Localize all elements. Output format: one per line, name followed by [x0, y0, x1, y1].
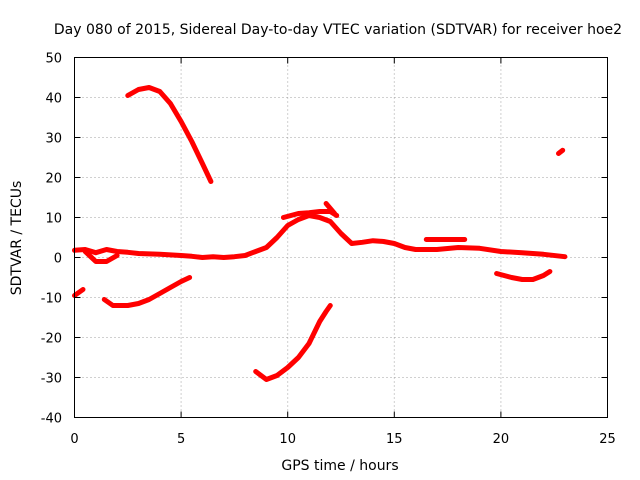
- chart-title: Day 080 of 2015, Sidereal Day-to-day VTE…: [54, 22, 622, 38]
- series-main-band: [72, 213, 568, 260]
- y-tick-label: 10: [45, 212, 62, 227]
- y-tick-label: -30: [41, 372, 62, 387]
- data-series: [72, 85, 568, 382]
- grid: [74, 57, 608, 418]
- x-tick-label: 20: [493, 432, 510, 447]
- x-tick-label: 0: [70, 432, 78, 447]
- y-tick-label: -10: [41, 292, 62, 307]
- y-tick-label: 0: [54, 252, 62, 267]
- series-low-start: [72, 287, 86, 298]
- y-tick-label: 30: [45, 132, 62, 147]
- y-tick-label: -40: [41, 412, 62, 427]
- y-tick-label: 40: [45, 92, 62, 107]
- y-axis-label: SDTVAR / TECUs: [9, 181, 25, 296]
- series-negative-right: [494, 269, 553, 282]
- x-tick-label: 15: [386, 432, 403, 447]
- axis-ticks: 0 5 10 15 20 25 -40 -30 -20 -10 0 10 20 30 40 50: [41, 52, 616, 448]
- x-tick-label: 25: [599, 432, 616, 447]
- x-tick-label: 5: [177, 432, 185, 447]
- series-high-arc: [125, 85, 214, 184]
- series-dip-early: [82, 249, 120, 264]
- y-tick-label: 50: [45, 52, 62, 67]
- y-tick-label: -20: [41, 332, 62, 347]
- x-tick-label: 10: [279, 432, 296, 447]
- x-axis-label: GPS time / hours: [281, 458, 398, 474]
- series-low-arc-mid: [253, 303, 333, 382]
- series-high-dot: [556, 147, 566, 156]
- series-upper-segment-b: [323, 201, 338, 216]
- plot-frame: [74, 57, 608, 418]
- series-low-arc-left: [101, 275, 193, 308]
- y-tick-label: 20: [45, 172, 62, 187]
